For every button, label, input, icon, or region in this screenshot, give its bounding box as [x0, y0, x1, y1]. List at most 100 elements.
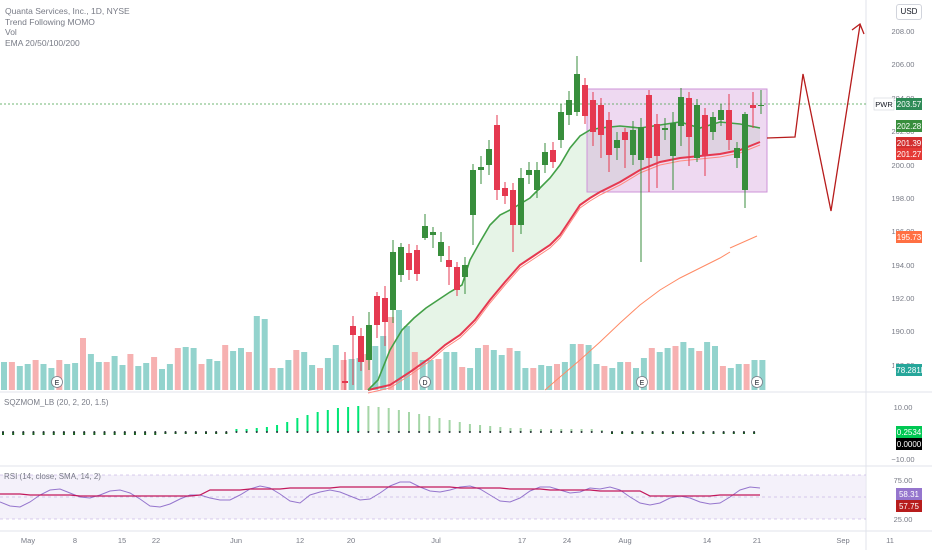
sqz-bar	[539, 429, 542, 432]
volume-bar	[364, 354, 371, 390]
candle	[726, 94, 732, 150]
price-tick-label: 206.00	[892, 60, 915, 69]
event-marker[interactable]: E	[51, 376, 63, 388]
sqz-title[interactable]: SQZMOM_LB (20, 2, 20, 1.5)	[4, 398, 109, 407]
volume-bar	[340, 360, 347, 390]
candle	[606, 112, 612, 172]
candle	[670, 112, 676, 190]
candle	[734, 142, 740, 168]
svg-text:203.57: 203.57	[897, 100, 922, 109]
indicator-momo[interactable]: Trend Following MOMO	[5, 16, 95, 27]
svg-text:D: D	[422, 380, 427, 387]
volume-bar	[569, 344, 576, 390]
squeeze-momentum-histogram	[2, 406, 756, 435]
sqz-bar	[235, 429, 238, 432]
sqz-bar	[12, 432, 15, 435]
volume-bar	[688, 348, 695, 390]
volume-bar	[380, 336, 387, 390]
volume-bar	[648, 348, 655, 390]
candle	[750, 92, 756, 128]
time-tick-label: Aug	[618, 536, 631, 545]
sqz-bar	[103, 432, 106, 435]
chart-legend[interactable]: Quanta Services, Inc., 1D, NYSE Trend Fo…	[5, 6, 130, 48]
volume-bar	[419, 360, 426, 390]
volume-bar	[514, 351, 521, 390]
volume-bar	[601, 366, 608, 390]
volume-bar	[332, 345, 339, 390]
candle	[710, 112, 716, 140]
volume-bar	[285, 360, 292, 390]
volume-bar	[467, 368, 474, 390]
volume-bar	[727, 368, 734, 390]
sqz-bar	[367, 406, 370, 432]
volume-bar	[475, 348, 481, 390]
time-tick-label: 8	[73, 536, 77, 545]
indicator-ema[interactable]: EMA 20/50/100/200	[5, 37, 80, 48]
volume-bar	[317, 368, 323, 390]
volume-bar	[498, 355, 505, 390]
candle	[462, 257, 468, 294]
volume-bar	[56, 360, 63, 390]
volume-bar	[482, 345, 489, 390]
sqz-axis: 10.00 −10.00	[891, 403, 914, 464]
price-tick-label: 192.00	[892, 294, 915, 303]
rsi-line	[0, 481, 761, 508]
sqz-bar	[265, 427, 268, 432]
sqz-bar	[52, 432, 55, 435]
volume-bar	[712, 346, 718, 390]
candle	[646, 90, 652, 192]
volume-bar	[40, 364, 47, 390]
time-tick-label: 24	[563, 536, 571, 545]
volume-bars	[1, 310, 766, 390]
event-marker[interactable]: E	[636, 376, 648, 388]
ema-cloud	[368, 122, 760, 390]
indicator-vol[interactable]: Vol	[5, 27, 17, 37]
volume-bar	[759, 360, 766, 390]
currency-button[interactable]: USD	[896, 4, 922, 20]
volume-bar	[190, 348, 197, 390]
event-marker[interactable]: D	[419, 376, 431, 388]
volume-bar	[8, 362, 15, 390]
rsi-title[interactable]: RSI (14, close, SMA, 14, 2)	[4, 472, 101, 481]
volume-bar	[735, 364, 742, 390]
volume-bar	[609, 368, 616, 390]
event-marker[interactable]: E	[751, 376, 763, 388]
candle	[366, 312, 372, 370]
volume-bar	[103, 362, 110, 390]
candle	[550, 142, 556, 168]
volume-bar	[119, 365, 126, 390]
candle	[414, 245, 420, 281]
candle	[678, 88, 684, 146]
candle	[566, 91, 572, 125]
volume-bar	[719, 366, 726, 390]
sqz-bar	[387, 408, 390, 432]
rsi-tag: 58.31	[896, 488, 922, 500]
candle	[398, 243, 404, 282]
volume-bar	[427, 360, 434, 390]
ema-50-line	[367, 141, 761, 391]
candle	[478, 156, 484, 184]
price-tag: PWR 203.57	[873, 97, 922, 111]
price-tag: 195.73	[896, 231, 922, 243]
volume-bar	[633, 368, 639, 390]
price-tick-label: 200.00	[892, 161, 915, 170]
volume-bar	[143, 363, 150, 390]
sqz-bar	[144, 432, 147, 435]
volume-bar	[522, 368, 529, 390]
candle	[358, 328, 364, 371]
symbol-title[interactable]: Quanta Services, Inc., 1D, NYSE	[5, 6, 130, 16]
volume-bar	[80, 338, 86, 390]
volume-bar	[24, 364, 31, 390]
candle	[654, 114, 660, 188]
candle	[486, 140, 492, 175]
sqz-bar	[255, 428, 258, 432]
volume-bar	[506, 348, 513, 390]
volume-bar	[32, 360, 39, 390]
volume-bar	[696, 351, 703, 390]
volume-bar	[672, 346, 679, 390]
sqz-bar	[529, 429, 532, 432]
price-tick-label: 194.00	[892, 261, 915, 270]
volume-bar	[743, 364, 750, 390]
volume-bar	[656, 352, 663, 390]
